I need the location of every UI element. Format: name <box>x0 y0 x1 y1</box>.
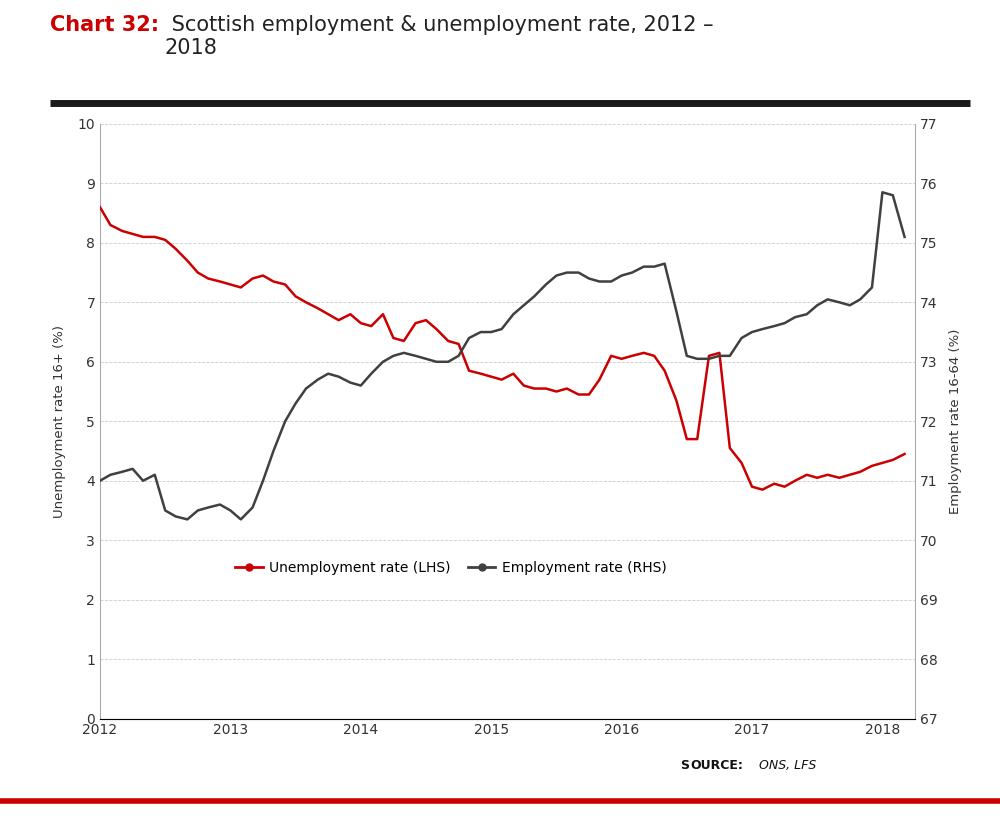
Text: Chart 32:: Chart 32: <box>50 15 159 35</box>
Legend: Unemployment rate (LHS), Employment rate (RHS): Unemployment rate (LHS), Employment rate… <box>229 556 673 581</box>
Y-axis label: Unemployment rate 16+ (%): Unemployment rate 16+ (%) <box>53 325 66 518</box>
Text: Scottish employment & unemployment rate, 2012 –
2018: Scottish employment & unemployment rate,… <box>165 15 714 58</box>
Text: ONS, LFS: ONS, LFS <box>755 759 816 772</box>
Y-axis label: Employment rate 16-64 (%): Employment rate 16-64 (%) <box>949 329 962 514</box>
Text: S: S <box>680 759 689 772</box>
Text: OURCE:: OURCE: <box>690 759 743 772</box>
